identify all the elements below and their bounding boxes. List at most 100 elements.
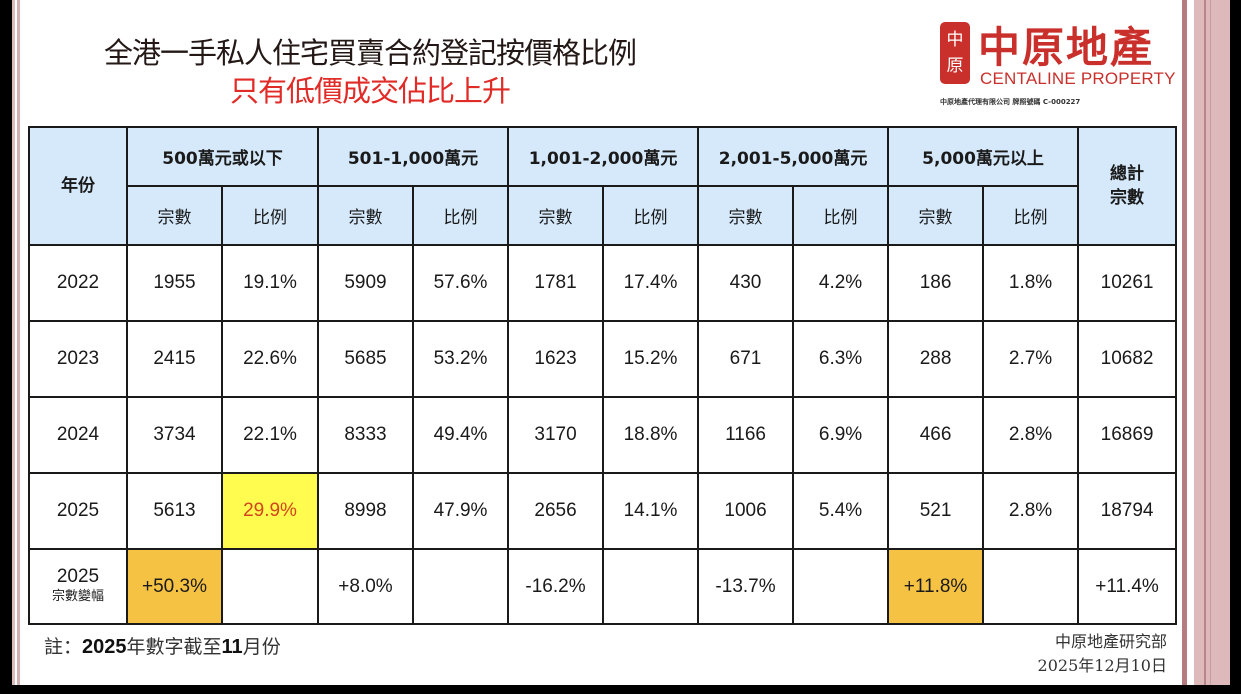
subheader-ratio: 比例: [411, 185, 510, 246]
table-row: 2023 2415 22.6% 5685 53.2% 1623 15.2% 671 6.3% 28…: [28, 320, 1178, 398]
change-cell: [411, 548, 510, 625]
ratio-cell: 18.8%: [602, 396, 700, 474]
count-cell: 3734: [126, 396, 223, 474]
subheader-count: 宗數: [317, 185, 414, 246]
change-year-cell: 2025 宗數變幅: [28, 548, 128, 625]
count-cell: 288: [887, 320, 985, 398]
ratio-cell: 19.1%: [221, 244, 319, 322]
source-org: 中原地產研究部: [1054, 632, 1167, 651]
count-cell: 1166: [697, 396, 795, 474]
count-cell: 8998: [317, 472, 414, 550]
ratio-cell: 5.4%: [792, 472, 890, 550]
subheader-count: 宗數: [507, 185, 605, 246]
count-cell: 430: [697, 244, 795, 322]
note-suffix: 月份: [242, 636, 281, 658]
source-date: 2025年12月10日: [1037, 656, 1167, 675]
page-subtitle: 只有低價成交佔比上升: [229, 74, 511, 108]
total-cell: 10261: [1077, 244, 1178, 322]
ratio-cell: 2.7%: [982, 320, 1080, 398]
subheader-ratio: 比例: [982, 185, 1080, 246]
logo-name-en: CENTALINE PROPERTY: [980, 69, 1176, 88]
count-cell: 3170: [507, 396, 605, 474]
subheader-count: 宗數: [126, 185, 223, 246]
year-cell: 2025: [28, 472, 128, 550]
group-header: 500萬元或以下: [126, 126, 319, 187]
year-header: 年份: [28, 126, 128, 246]
change-cell: -16.2%: [507, 548, 605, 625]
count-cell: 1781: [507, 244, 605, 322]
ratio-cell: 2.8%: [982, 396, 1080, 474]
change-cell: +11.8%: [887, 548, 985, 625]
change-cell: -13.7%: [697, 548, 795, 625]
seal-bottom-char: 原: [946, 56, 964, 76]
logo-name-cn: 中原地產: [978, 23, 1155, 72]
note-prefix: 註：: [44, 636, 83, 658]
ratio-cell: 17.4%: [602, 244, 700, 322]
change-cell: +50.3%: [126, 548, 223, 625]
subheader-count: 宗數: [887, 185, 985, 246]
group-header: 5,000萬元以上: [887, 126, 1080, 187]
ratio-cell: 57.6%: [411, 244, 510, 322]
ratio-cell: 29.9%: [221, 472, 319, 550]
change-cell: +8.0%: [317, 548, 414, 625]
ratio-cell: 2.8%: [982, 472, 1080, 550]
change-cell: [982, 548, 1080, 625]
table-row: 2022 1955 19.1% 5909 57.6% 1781 17.4% 430 4.2% 18…: [28, 244, 1178, 322]
total-cell: 18794: [1077, 472, 1178, 550]
total-header-line1: 總計: [1110, 164, 1145, 184]
count-cell: 1623: [507, 320, 605, 398]
year-cell: 2024: [28, 396, 128, 474]
left-border-stripe-inner: [17, 0, 20, 685]
group-header: 501-1,000萬元: [316, 126, 510, 187]
source-credit: 中原地產研究部 2025年12月10日: [1038, 630, 1167, 678]
count-cell: 466: [887, 396, 985, 474]
count-cell: 5909: [317, 244, 414, 322]
ratio-cell: 22.6%: [221, 320, 319, 398]
subheader-ratio: 比例: [221, 185, 319, 246]
change-cell: [602, 548, 700, 625]
page-title: 全港一手私人住宅買賣合約登記按價格比例: [103, 36, 637, 70]
seal-icon: 中 原: [940, 22, 970, 84]
total-header-line2: 宗數: [1110, 188, 1145, 208]
note-year: 2025: [82, 636, 127, 658]
change-cell: [792, 548, 890, 625]
note-month: 11: [221, 636, 243, 658]
right-border-stripes: [1182, 0, 1230, 685]
ratio-cell: 47.9%: [411, 472, 510, 550]
ratio-cell: 15.2%: [602, 320, 700, 398]
ratio-cell: 6.9%: [792, 396, 890, 474]
count-cell: 2656: [507, 472, 605, 550]
ratio-cell: 53.2%: [411, 320, 510, 398]
ratio-cell: 6.3%: [792, 320, 890, 398]
ratio-cell: 22.1%: [221, 396, 319, 474]
centaline-logo: 中 原 中原地產 CENTALINE PROPERTY 中原地產代理有限公司 牌…: [940, 18, 1180, 113]
price-band-table: 年份 500萬元或以下 501-1,000萬元 1,001-2,000萬元 2,…: [28, 126, 1178, 625]
footnote: 註：2025年數字截至11月份: [44, 632, 281, 659]
change-year: 2025: [56, 565, 100, 587]
change-row: 2025 宗數變幅 +50.3% +8.0% -16.2% -13.7% +11.8% +11…: [28, 548, 1178, 625]
ratio-cell: 14.1%: [602, 472, 700, 550]
count-cell: 521: [887, 472, 985, 550]
count-cell: 2415: [126, 320, 223, 398]
subheader-count: 宗數: [697, 185, 795, 246]
year-cell: 2023: [28, 320, 128, 398]
change-total-cell: +11.4%: [1077, 548, 1178, 625]
total-cell: 10682: [1077, 320, 1178, 398]
note-mid: 年數字截至: [126, 636, 222, 658]
subheader-ratio: 比例: [792, 185, 890, 246]
group-header: 2,001-5,000萬元: [697, 126, 890, 187]
count-cell: 1955: [126, 244, 223, 322]
count-cell: 5685: [317, 320, 414, 398]
seal-top-char: 中: [946, 30, 964, 50]
count-cell: 5613: [126, 472, 223, 550]
subheader-ratio: 比例: [602, 185, 700, 246]
left-border-stripe: [12, 0, 15, 685]
count-cell: 8333: [317, 396, 414, 474]
group-header: 1,001-2,000萬元: [507, 126, 700, 187]
change-cell: [221, 548, 319, 625]
ratio-cell: 49.4%: [411, 396, 510, 474]
count-cell: 1006: [697, 472, 795, 550]
logo-license: 中原地產代理有限公司 牌照號碼 C-000227: [940, 98, 1081, 106]
table-row: 2024 3734 22.1% 8333 49.4% 3170 18.8% 1166 6.9% 4…: [28, 396, 1178, 474]
total-cell: 16869: [1077, 396, 1178, 474]
